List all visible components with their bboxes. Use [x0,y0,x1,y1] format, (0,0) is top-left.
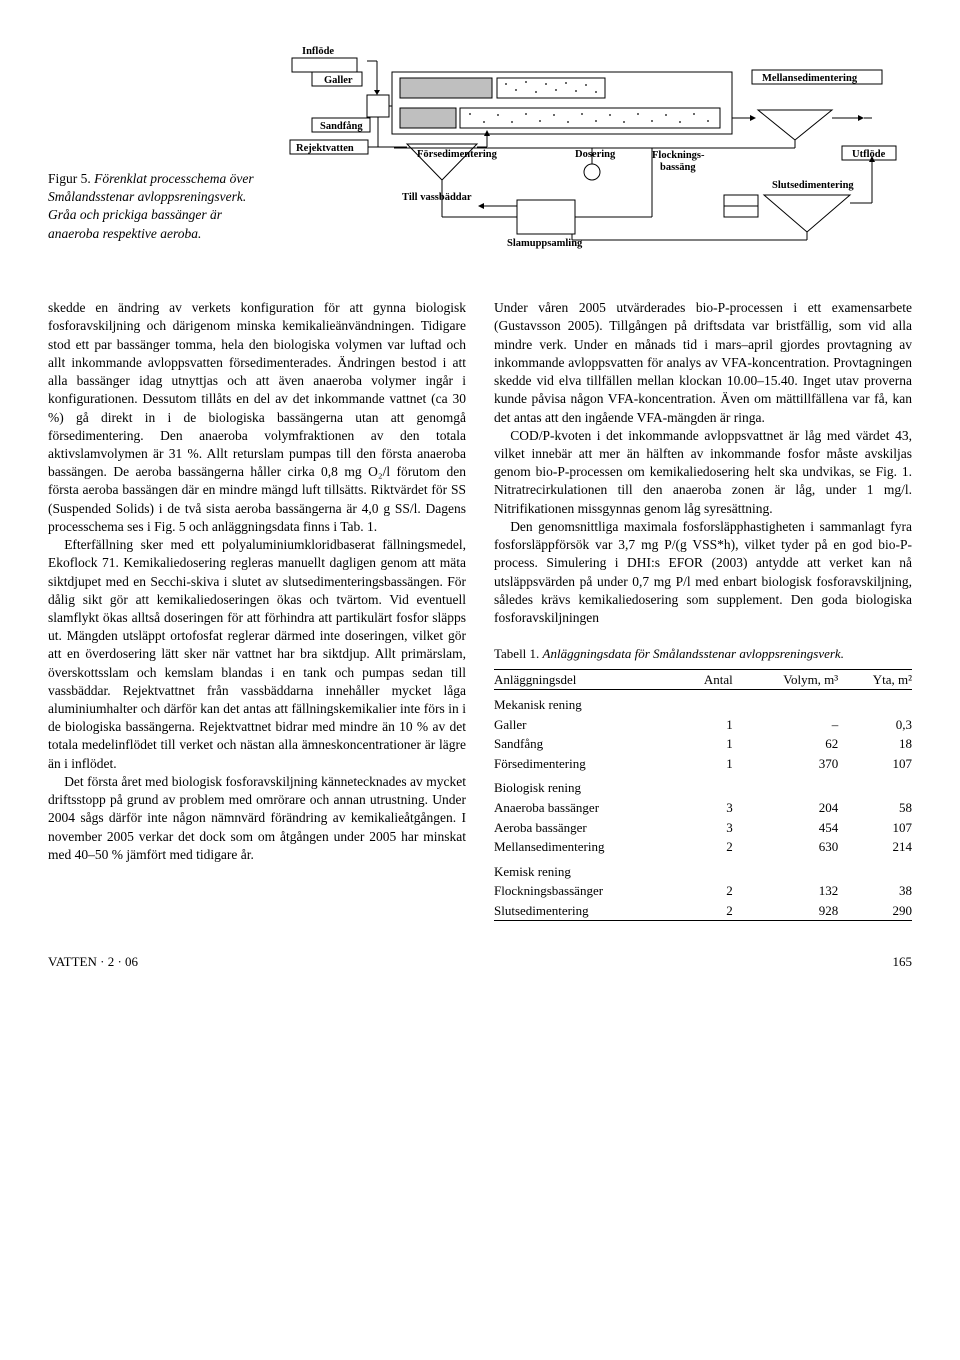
table-section-title: Kemisk rening [494,857,912,882]
label-mellansedimentering: Mellansedimentering [762,73,858,84]
table-row: Mellansedimentering2630214 [494,837,912,857]
table-row: Försedimentering1370107 [494,754,912,774]
table-row: Aeroba bassänger3454107 [494,818,912,838]
table-row: Galler1–0,3 [494,715,912,735]
table-section-title: Biologisk rening [494,773,912,798]
dots-bottom [469,113,709,123]
footer-right: 165 [893,953,913,971]
footer-left: VATTEN · 2 · 06 [48,953,138,971]
table-title: Anläggningsdata för Smålandsstenar avlop… [543,646,844,661]
body-columns: skedde en ändring av verkets konfigurati… [48,299,912,921]
label-dosering: Dosering [575,149,616,160]
left-p3: Det första året med biologisk fosforavsk… [48,773,466,864]
table-row: Flockningsbassänger213238 [494,881,912,901]
figure-caption: Figur 5. Förenklat processchema över Små… [48,40,272,243]
table-row: Sandfång16218 [494,734,912,754]
dots-top [505,81,597,93]
left-column: skedde en ändring av verkets konfigurati… [48,299,466,921]
label-till-vassbaddar: Till vassbäddar [402,192,472,203]
table-caption: Tabell 1. Anläggningsdata för Smålandsst… [494,645,912,663]
label-flock2: bassäng [660,162,696,173]
process-diagram: Inflöde Galler Sandfång Rejektvatten [272,40,912,275]
label-sandfang: Sandfång [320,121,363,132]
right-p2: COD/P-kvoten i det inkommande avloppsvat… [494,427,912,518]
figure-section: Figur 5. Förenklat processchema över Små… [48,40,912,275]
table-block: Tabell 1. Anläggningsdata för Smålandsst… [494,645,912,921]
label-slutsedimentering: Slutsedimentering [772,180,854,191]
th-anlaggningsdel: Anläggningsdel [494,670,679,690]
figure-number: Figur 5. [48,171,91,186]
label-utflode: Utflöde [852,149,886,160]
table-row: Anaeroba bassänger320458 [494,798,912,818]
data-table: Anläggningsdel Antal Volym, m³ Yta, m² M… [494,670,912,921]
label-rejektvatten: Rejektvatten [296,143,354,154]
th-antal: Antal [679,670,741,690]
table-section-title: Mekanisk rening [494,690,912,715]
th-volym: Volym, m³ [741,670,846,690]
label-inflode: Inflöde [302,46,334,57]
label-flock1: Flocknings- [652,150,705,161]
right-column: Under våren 2005 utvärderades bio-P-proc… [494,299,912,921]
left-p1: skedde en ändring av verkets konfigurati… [48,299,466,536]
page-footer: VATTEN · 2 · 06 165 [48,953,912,971]
left-p2: Efterfällning sker med ett polyaluminium… [48,536,466,773]
right-p3: Den genomsnittliga maximala fosforsläpph… [494,518,912,627]
table-row: Slutsedimentering2928290 [494,901,912,921]
label-forsedimentering: Försedimentering [417,149,498,160]
right-p1: Under våren 2005 utvärderades bio-P-proc… [494,299,912,427]
table-number: Tabell 1. [494,646,539,661]
label-galler: Galler [324,75,353,86]
th-yta: Yta, m² [846,670,912,690]
